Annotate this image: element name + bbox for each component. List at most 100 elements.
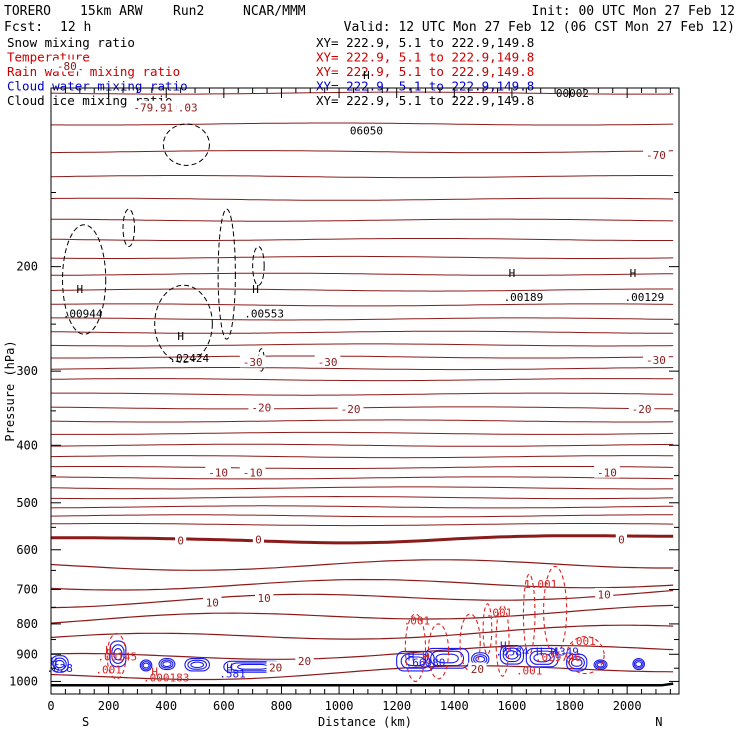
endpoint-right: N [655,715,662,729]
x-axis-title: Distance (km) [318,715,412,729]
isotherm-label-bg [314,355,341,368]
cloud-water-contour [635,661,643,668]
x-tick-label: 400 [155,699,177,713]
org-label: NCAR/MMM [243,4,306,19]
isotherm-label: -30 [318,356,338,369]
cloud-water-contour [51,655,69,673]
y-tick-label: 600 [16,543,38,557]
isotherm-label-bg [628,402,655,415]
isotherm-label-bg [594,587,614,600]
x-tick-label: 600 [213,699,235,713]
isotherm-label-bg [239,355,266,368]
resolution-label: 15km ARW [80,4,143,19]
cloud-water-contour [111,644,125,664]
y-tick-label: 800 [16,617,38,631]
field-annotation: 00002 [556,87,589,100]
snow-ice-contour [62,224,107,335]
field-annotation: .4349 [546,645,579,658]
plot-frame [50,87,680,695]
isotherm-label-bg [594,465,620,478]
isotherm-label-bg [615,533,627,546]
field-annotation: H [509,267,516,280]
x-tick-label: 1200 [382,699,411,713]
isotherm-line [51,455,674,459]
isotherm-label-bg [205,465,231,478]
isotherm-label-bg [248,400,275,413]
cloud-water-contour [568,656,585,670]
isotherm-label-bg [129,100,177,113]
isotherm-line [51,330,674,334]
run-label: Run2 [173,4,204,19]
cloud-water-contour [499,644,524,665]
snow-ice-contour [217,208,236,340]
cloud-water-contour [505,650,519,660]
x-tick-label: 2000 [613,699,642,713]
forecast-label: Fcst: [4,20,43,35]
x-tick-label: 0 [47,699,54,713]
cloud-water-contour [596,662,605,668]
isotherm-line [51,624,674,640]
isotherm-label: 0 [177,535,184,548]
isotherm-label: 0 [618,534,625,547]
isotherm-line [51,505,674,509]
cloud-water-contour [52,657,67,671]
field-annotation: H [105,644,112,657]
y-tick-label: 300 [16,364,38,378]
y-tick-label: 500 [16,496,38,510]
isotherm-line [51,150,674,154]
field-name-0: Snow mixing ratio [7,35,135,50]
isotherm-line [51,317,674,321]
isotherm-label-bg [203,596,222,609]
cloud-water-contour [139,659,153,672]
isotherm-line [51,175,674,179]
isotherm-line [51,589,674,609]
y-tick-label: 900 [16,647,38,661]
rain-water-contour [482,603,493,655]
isotherm-label: -79.91 [133,101,173,114]
field-annotation: .000183 [143,672,189,685]
cloud-water-contour [162,661,172,668]
isotherm-label: -10 [243,466,263,479]
field-annotation: .001 [95,664,122,677]
field-annotation: H [630,267,637,280]
field-annotation: .00553 [244,308,284,321]
isotherm-line [51,495,674,500]
cloud-water-contour [570,658,583,667]
isotherm-label-bg [337,402,364,415]
field-annotation: .628 [46,662,73,675]
isotherm-label: -10 [597,466,617,479]
isotherm-line [51,218,674,222]
forecast-value: 12 h [60,20,91,35]
field-annotation: 06050 [350,125,383,138]
cloud-water-contour [533,653,551,663]
isotherm-label: 10 [206,597,219,610]
field-annotation: H [252,283,259,296]
figure-header: TORERO 15km ARW Run2 NCAR/MMM Init: 00 U… [4,4,735,35]
isotherm-label-bg [643,148,669,161]
cloud-water-contour [141,660,151,670]
isotherm-label: -30 [243,356,263,369]
field-annotation: .00944 [63,308,103,321]
cloud-water-contour [54,659,65,669]
field-annotation: .00189 [504,291,544,304]
x-tick-label: 200 [98,699,120,713]
isotherm-line [51,604,674,624]
field-annotation: H [51,655,58,668]
isotherm-label-bg [54,59,80,72]
field-annotation: .66980 [406,657,446,670]
isotherm-label-bg [468,662,487,675]
cloud-water-contour [633,659,644,669]
field-annotation: .00145 [97,651,137,664]
field-annotation: H [536,645,543,658]
isotherm-line [51,486,674,490]
cloud-water-contour [113,647,123,661]
isotherm-label: -10 [208,466,228,479]
cloud-water-contour [529,650,555,665]
cloud-water-contour [142,662,150,669]
snow-ice-contour [154,284,213,363]
isotherm-label: -20 [251,401,271,414]
y-tick-label: 400 [16,438,38,452]
cloud-water-contour [595,660,606,669]
plot-inner [51,91,674,687]
field-legend: Snow mixing ratio XY= 222.9, 5.1 to 222.9… [7,35,534,108]
